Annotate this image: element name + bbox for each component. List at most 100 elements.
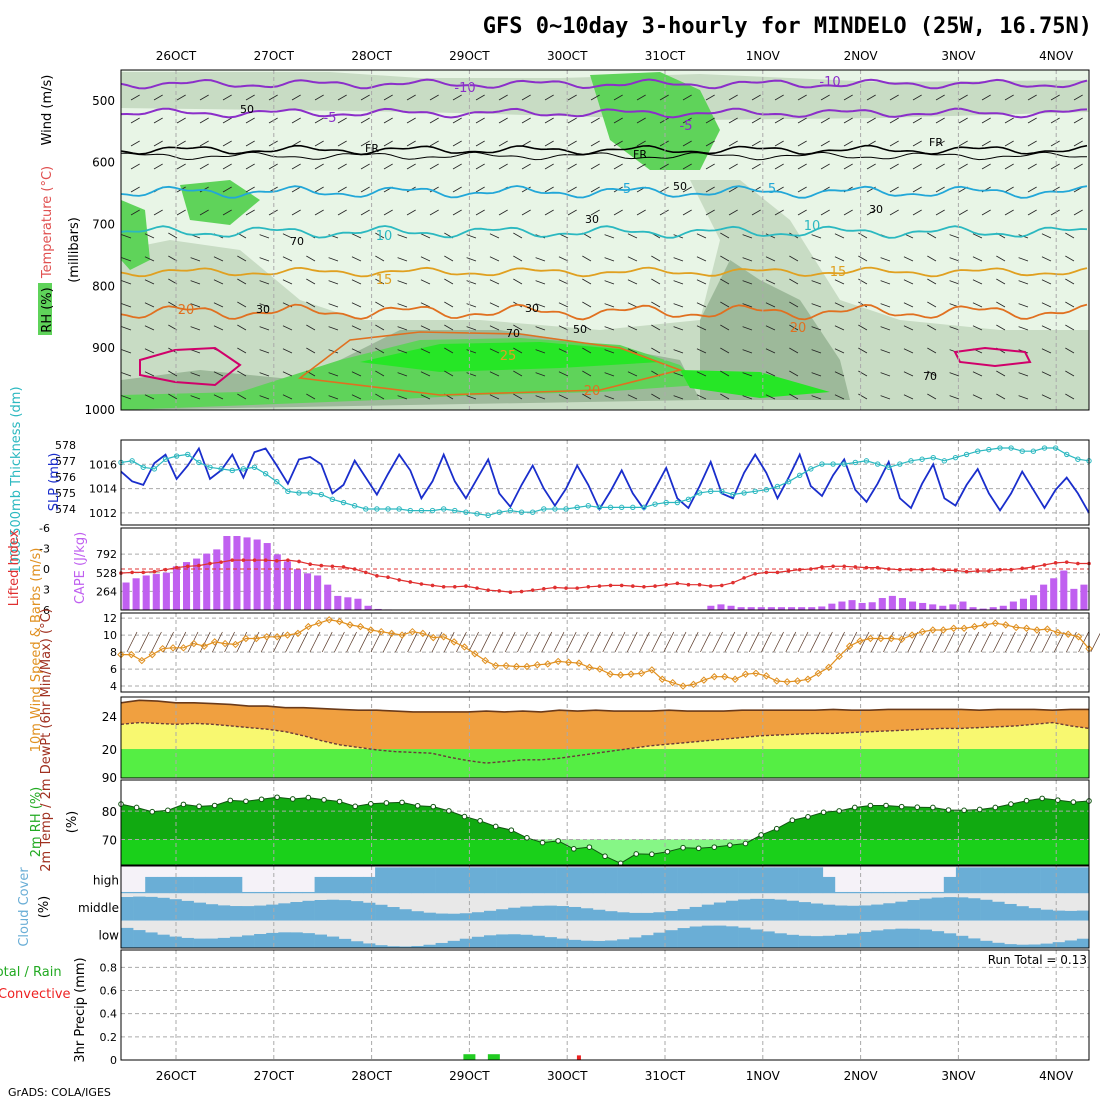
wind10-barb [1053, 631, 1065, 653]
cloud-cell [980, 940, 993, 948]
wind10-point [481, 656, 490, 665]
wind-axis-label: Wind (m/s) [40, 75, 55, 146]
rh2m-frame [120, 779, 1090, 866]
wind10-barb [1005, 631, 1016, 653]
cape-bar [273, 554, 281, 610]
thickness-tick: 574 [55, 503, 76, 516]
wind-barb [627, 279, 638, 285]
wind-barb [1050, 94, 1060, 101]
wind-barb [282, 348, 293, 354]
cape-axis-label: CAPE (J/kg) [73, 532, 88, 604]
cloud-cell [423, 867, 436, 894]
wind-barb [682, 117, 692, 124]
wind-barb [444, 370, 454, 377]
wind-barb [513, 393, 523, 400]
wind10-point [648, 666, 656, 674]
thickness-point [285, 488, 291, 495]
wind-barb [121, 372, 132, 377]
cloud-cell [1040, 909, 1053, 921]
wind-barb [1073, 117, 1083, 124]
wind-barb [375, 393, 385, 400]
lifted-index-point [352, 567, 357, 571]
cloud-cell [919, 929, 932, 948]
rh-contour-label: 50 [673, 180, 687, 193]
wind-barb [406, 117, 416, 124]
cloud-cell [629, 937, 642, 948]
wind10-point [210, 638, 219, 646]
wind-barb [176, 117, 186, 124]
wind-barb [590, 163, 600, 170]
wind-barb [406, 94, 416, 101]
cloud-cell [133, 891, 146, 894]
wind-barb [222, 186, 232, 193]
thickness-point [696, 490, 703, 496]
rh2m-point [711, 844, 718, 850]
thickness-point [218, 466, 224, 472]
thickness-point [207, 464, 213, 470]
thickness-point [529, 509, 536, 515]
wind10-point [231, 640, 240, 649]
thickness-point [863, 458, 870, 464]
wind-barb [397, 372, 408, 377]
bottom-date-label: 1NOV [746, 1069, 781, 1083]
cloud-cell [713, 925, 727, 948]
cloud-cell [726, 900, 739, 921]
cloud-cell [750, 898, 763, 921]
cloud-cell [641, 912, 654, 921]
wind-barb [659, 163, 669, 170]
lifted-index-point [297, 559, 301, 564]
wind-barb [627, 325, 638, 331]
cloud-cell [738, 867, 751, 894]
cloud-cell [592, 909, 606, 921]
wind10-axis-label: 10m Wind Speed & Barbs (m/s) [29, 548, 44, 753]
cape-bar [374, 608, 382, 610]
wind-barb [636, 209, 646, 216]
cloud-cell [1064, 940, 1078, 948]
rh2m-point [211, 802, 218, 809]
lifted-index-point [731, 580, 735, 585]
wind-barb [199, 163, 209, 170]
rh2m-point [414, 802, 421, 809]
cloud-cell [169, 936, 182, 948]
wind10-point [700, 676, 708, 684]
lifted-index-point [653, 584, 657, 588]
temp-contour-label: 20 [584, 384, 601, 399]
lifted-index-point [386, 575, 390, 579]
rh2m-point [305, 794, 312, 801]
wind-barb [789, 324, 799, 331]
rh2m-point [149, 808, 156, 815]
wind-barb [858, 255, 868, 262]
pressure-tick-label: 900 [92, 341, 115, 355]
cloud-cell [798, 935, 811, 948]
lifted-index-point [363, 570, 368, 575]
wind10-point [346, 621, 354, 629]
lifted-index-point [1076, 561, 1080, 566]
wind10-point [138, 656, 146, 665]
rh2m-point [820, 809, 827, 816]
cloud-cell [121, 927, 134, 948]
wind-barb [765, 325, 776, 331]
lifted-index-point [664, 582, 668, 587]
wind-barb [489, 256, 500, 262]
cloud-cell [484, 867, 497, 894]
cloud-cell [1004, 867, 1017, 894]
lifted-index-point [809, 567, 813, 571]
cloud-cell [677, 928, 690, 948]
thickness-point [485, 512, 491, 519]
rh2m-point [1039, 795, 1045, 802]
rh-contour-label: 50 [240, 103, 254, 116]
cloud-frame [120, 865, 1090, 949]
cape-bar [757, 607, 765, 610]
wind10-point [679, 682, 687, 690]
magenta-contour-right [953, 346, 1032, 368]
wind-barb [153, 163, 163, 170]
rh2m-point [914, 804, 921, 811]
wind-barb [1041, 348, 1052, 354]
top-date-label: 26OCT [156, 49, 197, 63]
rh2m-tick: 70 [102, 834, 117, 848]
wind10-point [127, 650, 136, 659]
wind-barb [375, 278, 385, 285]
wind-barb [567, 117, 577, 124]
wind-barb [144, 325, 155, 331]
wind-barb [351, 233, 362, 239]
